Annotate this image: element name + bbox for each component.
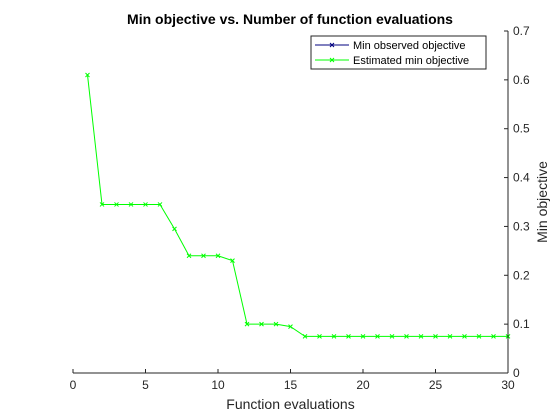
data-point <box>375 334 380 339</box>
data-point <box>288 324 293 329</box>
data-point <box>172 226 177 232</box>
data-point <box>389 334 395 339</box>
data-point <box>201 253 206 259</box>
x-axis-label: Function evaluations <box>226 396 354 412</box>
series-1 <box>85 72 511 339</box>
y-tick-label: 0.6 <box>513 73 530 87</box>
data-point <box>418 334 424 339</box>
data-point <box>462 334 467 339</box>
x-tick-label: 20 <box>356 378 370 392</box>
data-point <box>114 202 119 207</box>
data-point <box>433 334 438 339</box>
x-tick-label: 10 <box>211 378 225 392</box>
legend-swatch-marker <box>329 42 335 48</box>
data-point <box>302 334 308 339</box>
data-point <box>491 334 496 339</box>
data-point <box>360 334 366 339</box>
legend: Min observed objective Estimated min obje… <box>310 35 487 70</box>
y-tick-label: 0.1 <box>513 317 530 331</box>
y-tick-label: 0.2 <box>513 268 530 282</box>
y-tick-label: 0.4 <box>513 171 530 185</box>
y-tick-label: 0.7 <box>513 24 530 38</box>
chart-title: Min objective vs. Number of function eva… <box>127 11 453 27</box>
legend-box <box>310 35 487 70</box>
x-tick-label: 25 <box>429 378 443 392</box>
series-line <box>87 74 508 337</box>
data-point <box>447 334 453 339</box>
data-point <box>273 321 279 327</box>
x-tick-label: 0 <box>70 378 77 392</box>
y-tick-label: 0.3 <box>513 219 530 233</box>
data-point <box>157 202 163 207</box>
y-tick-label: 0 <box>513 366 520 380</box>
data-point <box>404 334 409 339</box>
y-tick-label: 0.5 <box>513 122 530 136</box>
data-point <box>331 334 337 339</box>
data-point <box>215 253 221 259</box>
axes-background <box>73 31 508 373</box>
legend-label: Estimated min objective <box>353 55 469 67</box>
data-point <box>317 334 322 339</box>
data-point <box>346 334 351 339</box>
series-layer <box>85 72 511 339</box>
data-point <box>244 321 250 327</box>
data-point <box>476 334 482 339</box>
data-point <box>143 202 148 207</box>
x-tick-label: 30 <box>501 378 515 392</box>
y-axis-label: Min objective <box>534 161 550 243</box>
legend-label: Min observed objective <box>353 40 466 52</box>
data-point <box>230 258 235 263</box>
x-tick-label: 5 <box>142 378 149 392</box>
data-point <box>99 202 105 207</box>
data-point <box>128 202 134 207</box>
x-tick-label: 15 <box>284 378 298 392</box>
data-point <box>186 253 192 259</box>
legend-swatch-marker <box>329 57 335 63</box>
data-point <box>259 321 264 327</box>
data-point <box>85 72 90 78</box>
